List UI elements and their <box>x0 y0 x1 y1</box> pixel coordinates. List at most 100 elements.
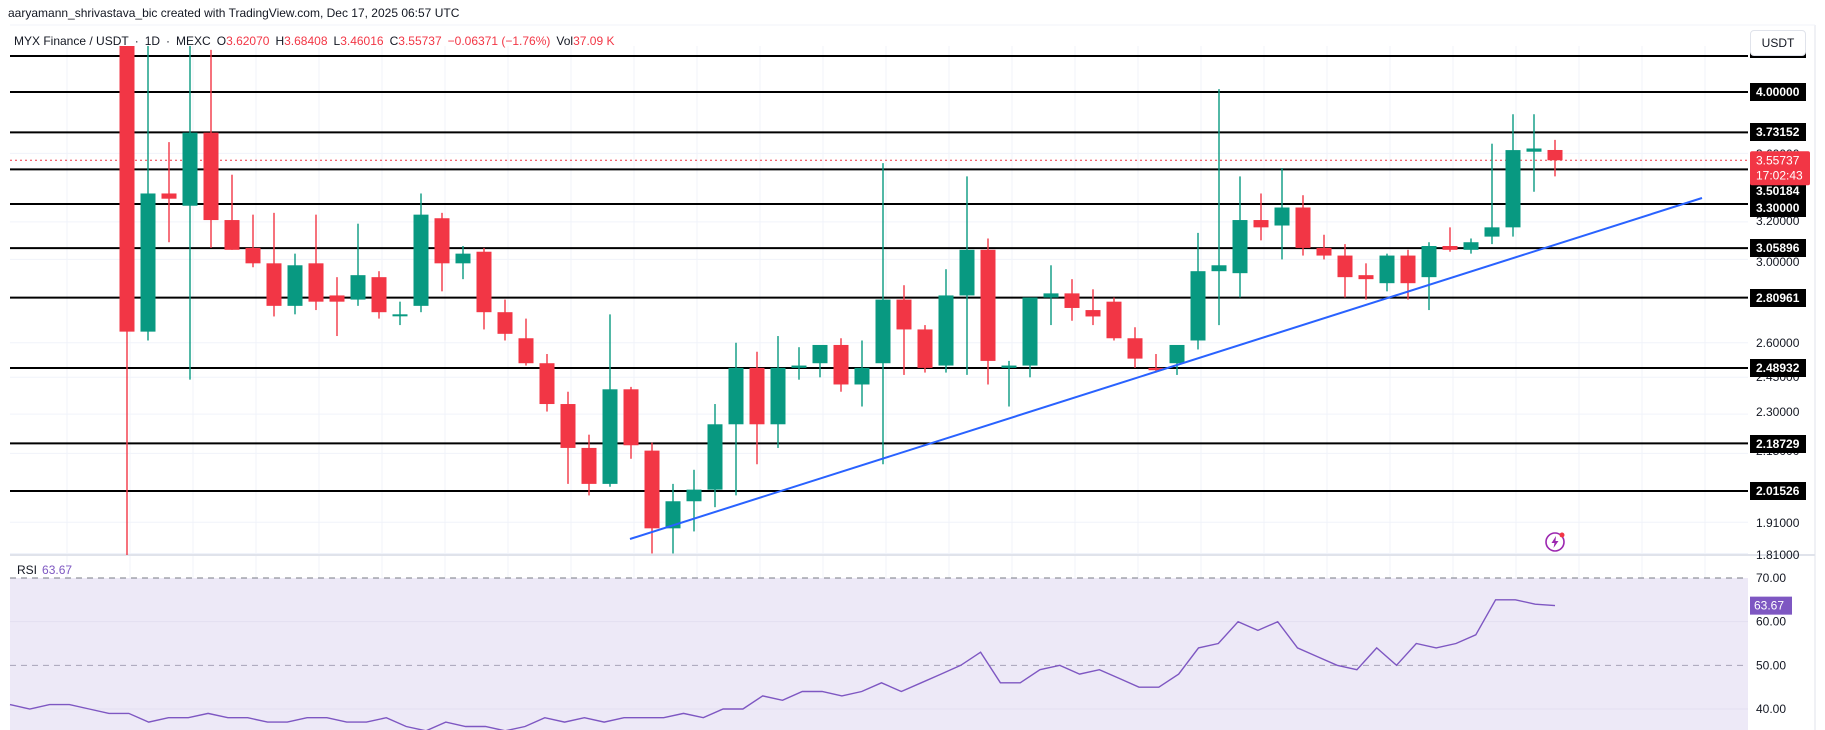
candle <box>245 214 261 268</box>
candle <box>980 238 996 385</box>
candle <box>1316 234 1332 260</box>
candle-body <box>1274 207 1290 226</box>
candle <box>1379 253 1395 292</box>
countdown-label: 17:02:43 <box>1756 168 1803 182</box>
rsi-pane[interactable] <box>9 577 1748 730</box>
candle-body <box>119 46 135 332</box>
symbol-name[interactable]: MYX Finance / USDT <box>14 34 129 48</box>
candle <box>707 404 723 508</box>
current-price-tag <box>1750 151 1810 186</box>
rsi-tick-label: 40.00 <box>1756 702 1786 716</box>
candle-body <box>1421 246 1437 278</box>
level-price-tag <box>1750 239 1806 257</box>
candle <box>329 277 345 337</box>
candle <box>224 174 240 250</box>
candle-body <box>1022 297 1038 366</box>
candle <box>1085 289 1101 326</box>
price-pane[interactable] <box>10 0 1748 560</box>
close-value: 3.55737 <box>398 34 442 48</box>
candle <box>1211 89 1227 326</box>
candle-body <box>329 295 345 302</box>
candle <box>1463 238 1479 254</box>
candle <box>749 351 765 465</box>
level-price-label: 3.73152 <box>1756 125 1800 139</box>
candle-body <box>287 265 303 306</box>
candle <box>812 344 828 378</box>
open-label: O <box>216 34 227 48</box>
level-price-label: 4.00000 <box>1756 85 1800 99</box>
candle-body <box>1484 227 1500 237</box>
level-price-label: 3.50184 <box>1756 184 1800 198</box>
candle <box>1547 139 1563 177</box>
candle <box>581 434 597 496</box>
rsi-axis[interactable]: 70.00 60.00 50.00 40.00 63.67 <box>1750 571 1792 716</box>
level-price-label: 2.18729 <box>1756 437 1800 451</box>
exchange-label: MEXC <box>176 34 211 48</box>
candle <box>1505 114 1521 237</box>
candle-body <box>581 447 597 484</box>
candle <box>266 212 282 317</box>
candle <box>1190 232 1206 350</box>
candle <box>539 354 555 412</box>
candle <box>1106 297 1122 341</box>
candle <box>1484 143 1500 245</box>
candle-body <box>560 404 576 448</box>
candle <box>1064 279 1080 321</box>
candle-body <box>917 329 933 368</box>
candle <box>686 469 702 532</box>
candle-body <box>413 214 429 306</box>
candle-body <box>1400 255 1416 284</box>
candle <box>791 347 807 380</box>
candle-body <box>539 363 555 405</box>
candle-body <box>875 299 891 364</box>
candle-body <box>644 450 660 529</box>
candle-body <box>476 251 492 313</box>
candle-body <box>1442 246 1458 250</box>
candle-body <box>455 253 471 264</box>
candle-body <box>1190 271 1206 341</box>
candle <box>1421 242 1437 311</box>
candle <box>350 223 366 306</box>
separator-dot: · <box>166 34 171 48</box>
price-tick-label: 3.00000 <box>1756 255 1800 269</box>
lightning-icon[interactable] <box>1544 531 1566 553</box>
currency-button[interactable]: USDT <box>1750 30 1806 56</box>
candle-body <box>1526 148 1542 152</box>
candle <box>1337 244 1353 298</box>
candle <box>392 301 408 326</box>
candle-body <box>1064 293 1080 308</box>
interval-label[interactable]: 1D <box>144 34 161 48</box>
candle-body <box>959 249 975 296</box>
candle-body <box>854 367 870 385</box>
candle <box>371 271 387 319</box>
candle-body <box>1253 220 1269 228</box>
candle <box>854 340 870 407</box>
candle-body <box>665 501 681 529</box>
candle <box>287 253 303 315</box>
candle <box>1442 227 1458 252</box>
rsi-value: 63.67 <box>42 563 73 577</box>
candle-body <box>791 365 807 368</box>
volume-value: 37.09 K <box>573 34 615 48</box>
separator-dot: · <box>134 34 139 48</box>
level-price-tag <box>1750 182 1806 200</box>
candle <box>182 46 198 380</box>
candle <box>308 214 324 311</box>
level-price-tag <box>1750 359 1806 377</box>
candle-body <box>1127 338 1143 359</box>
candle-body <box>1337 255 1353 278</box>
candle <box>602 314 618 487</box>
price-axis[interactable]: 3.600003.200003.000002.600002.450002.300… <box>1750 52 1810 562</box>
candle-body <box>1211 265 1227 272</box>
candle-body <box>938 295 954 366</box>
candle-body <box>833 344 849 385</box>
candle <box>875 163 891 465</box>
level-price-tag <box>1750 199 1806 217</box>
level-price-label: 2.01526 <box>1756 484 1800 498</box>
candle <box>203 49 219 248</box>
price-tick-label: 3.20000 <box>1756 214 1800 228</box>
candle <box>1001 360 1017 407</box>
trendline[interactable] <box>629 197 1703 540</box>
low-value: 3.46016 <box>340 34 384 48</box>
